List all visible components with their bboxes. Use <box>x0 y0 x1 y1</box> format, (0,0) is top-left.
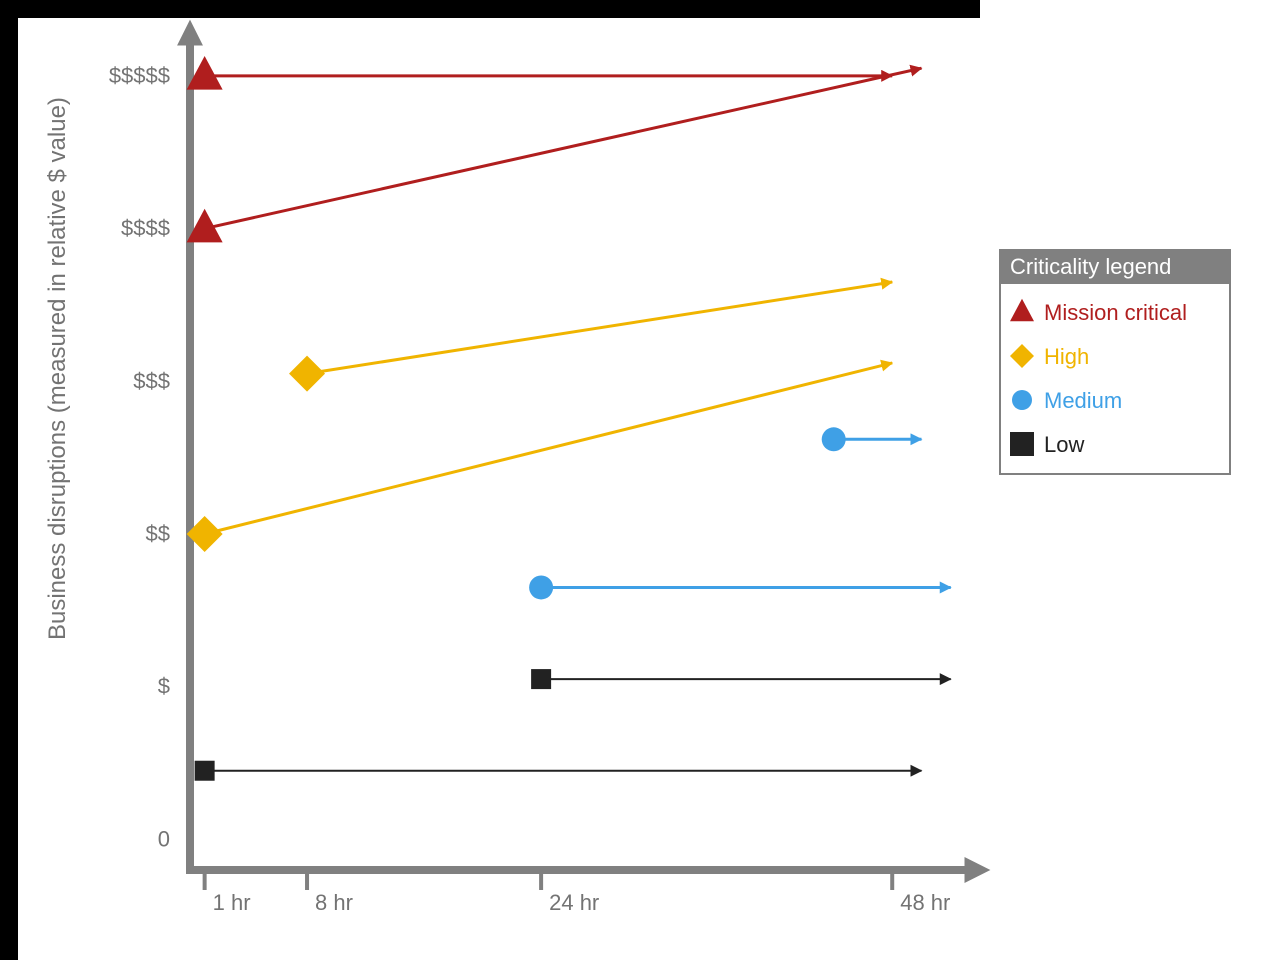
legend-item-label: Medium <box>1044 388 1122 413</box>
legend-item-label: High <box>1044 344 1089 369</box>
y-tick-label: 0 <box>158 826 170 851</box>
y-tick-label: $ <box>158 674 170 699</box>
top-black-bar <box>0 0 980 18</box>
circle-icon <box>529 575 553 599</box>
circle-icon <box>1012 390 1032 410</box>
criticality-legend: Criticality legend Mission critical High Me… <box>1000 250 1230 474</box>
legend-title: Criticality legend <box>1010 254 1171 279</box>
y-tick-label: $$$ <box>133 368 170 393</box>
legend-item-label: Low <box>1044 432 1084 457</box>
y-tick-label: $$$$$ <box>109 63 170 88</box>
diamond-icon <box>289 356 325 392</box>
legend-item-label: Mission critical <box>1044 300 1187 325</box>
y-axis-label: Business disruptions (measured in relati… <box>44 97 71 640</box>
x-tick-label: 1 hr <box>213 890 251 915</box>
y-tick-label: $$ <box>146 521 170 546</box>
square-icon <box>195 761 215 781</box>
square-icon <box>1010 432 1034 456</box>
y-tick-label: $$$$ <box>121 216 170 241</box>
x-tick-label: 8 hr <box>315 890 353 915</box>
criticality-chart: 0$$$$$$$$$$$$$$$1 hr8 hr24 hr48 hrBusine… <box>0 0 1275 961</box>
series-arrow <box>307 282 892 374</box>
circle-icon <box>822 427 846 451</box>
square-icon <box>531 669 551 689</box>
x-tick-label: 48 hr <box>900 890 950 915</box>
x-tick-label: 24 hr <box>549 890 599 915</box>
series-arrow <box>205 68 922 228</box>
left-black-bar <box>0 0 18 960</box>
